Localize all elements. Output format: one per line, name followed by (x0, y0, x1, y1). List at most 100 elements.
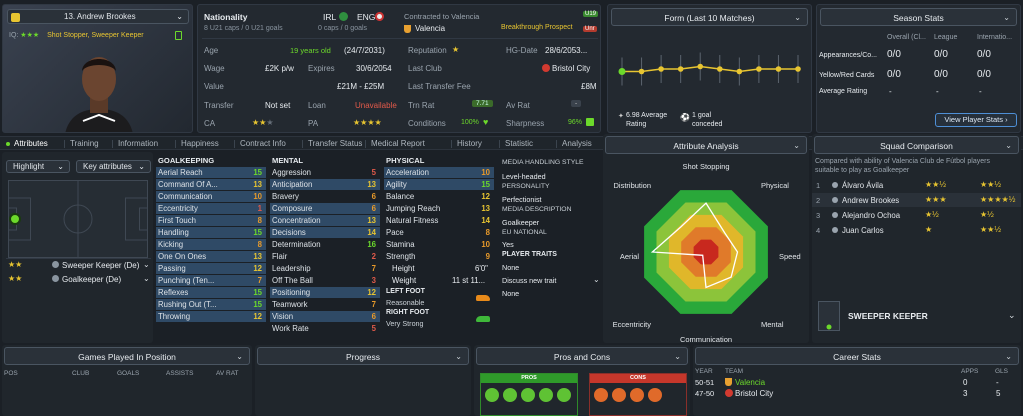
role2-name[interactable]: Goalkeeper (De) (62, 275, 122, 284)
form-point[interactable] (638, 68, 645, 75)
view-player-stats-button[interactable]: View Player Stats › (935, 113, 1017, 127)
eu-value: Yes (502, 240, 514, 249)
attribute-row[interactable]: Teamwork 7 (270, 299, 380, 310)
attribute-row[interactable]: Work Rate 5 (270, 323, 380, 334)
transfer-value: Not set (265, 101, 291, 110)
tab-contract-info[interactable]: Contract Info (240, 139, 286, 148)
tab-analysis[interactable]: Analysis (562, 139, 592, 148)
chevron-down-icon[interactable]: ⌄ (1008, 310, 1016, 320)
attribute-row[interactable]: Stamina 10 (384, 239, 494, 250)
attribute-row[interactable]: Strength 9 (384, 251, 494, 262)
season-cell: 0/0 (887, 49, 901, 60)
form-header[interactable]: Form (Last 10 Matches) ⌄ (611, 8, 808, 26)
attribute-row[interactable]: Eccentricity 1 (156, 203, 266, 214)
tab-statistic[interactable]: Statistic (505, 139, 534, 148)
attribute-row[interactable]: Composure 6 (270, 203, 380, 214)
tab-medical-report[interactable]: Medical Report (371, 139, 425, 148)
attribute-row[interactable]: Natural Fitness 14 (384, 215, 494, 226)
attribute-row[interactable]: Anticipation 13 (270, 179, 380, 190)
form-point[interactable] (756, 66, 762, 72)
attribute-row[interactable]: Leadership 7 (270, 263, 380, 274)
attribute-row[interactable]: Aggression 5 (270, 167, 380, 178)
attribute-row[interactable]: Communication 10 (156, 191, 266, 202)
form-point[interactable] (618, 68, 626, 75)
role1-name[interactable]: Sweeper Keeper (De) (62, 261, 140, 270)
tab-information[interactable]: Information (118, 139, 159, 148)
discuss-trait-link[interactable]: Discuss new trait (502, 276, 557, 285)
form-point[interactable] (736, 68, 743, 75)
attribute-row[interactable]: Jumping Reach 13 (384, 203, 494, 214)
career-team[interactable]: Bristol City (735, 389, 774, 398)
form-point[interactable] (697, 63, 704, 70)
club-name[interactable]: Valencia (415, 24, 446, 33)
chevron-down-icon[interactable]: ⌄ (143, 274, 150, 283)
attribute-value: 1 (257, 204, 262, 213)
pro-trend-icon (557, 388, 571, 402)
chevron-down-icon[interactable]: ⌄ (143, 260, 150, 269)
season-cell: 0/0 (934, 69, 948, 80)
attribute-row[interactable]: Positioning 12 (270, 287, 380, 298)
pros-label: PROS (481, 374, 577, 383)
season-cell: 0/0 (977, 49, 991, 60)
key-attributes-dropdown[interactable]: Key attributes ⌄ (76, 160, 151, 173)
season-cell: - (979, 87, 982, 96)
tab-attributes[interactable]: Attributes (14, 139, 48, 148)
attribute-row[interactable]: Balance 12 (384, 191, 494, 202)
attribute-row[interactable]: Command Of A... 13 (156, 179, 266, 190)
info-icon[interactable] (52, 275, 59, 282)
form-point[interactable] (775, 66, 782, 72)
squad-row[interactable]: 1 Álvaro Ávila ★★½ ★★½ (812, 178, 1021, 192)
form-point[interactable] (658, 66, 664, 72)
attribute-row[interactable]: Concentration 13 (270, 215, 380, 226)
tab-transfer-status[interactable]: Transfer Status (308, 139, 363, 148)
attribute-row[interactable]: Rushing Out (T... 15 (156, 299, 266, 310)
player-select[interactable]: 13. Andrew Brookes ⌄ (7, 9, 189, 24)
attribute-row[interactable]: Punching (Ten... 7 (156, 275, 266, 286)
squad-row[interactable]: 2 Andrew Brookes ★★★ ★★★★½ (812, 193, 1021, 207)
attribute-row[interactable]: One On Ones 13 (156, 251, 266, 262)
attribute-row[interactable]: Acceleration 10 (384, 167, 494, 178)
document-icon[interactable] (175, 31, 182, 40)
tab-training[interactable]: Training (70, 139, 99, 148)
attribute-row[interactable]: Aerial Reach 15 (156, 167, 266, 178)
games-header[interactable]: Games Played In Position ⌄ (4, 347, 250, 365)
form-point[interactable] (677, 66, 684, 72)
attribute-row[interactable]: Agility 15 (384, 179, 494, 190)
attribute-row[interactable]: Handling 15 (156, 227, 266, 238)
attribute-row[interactable]: Flair 2 (270, 251, 380, 262)
career-header[interactable]: Career Stats ⌄ (695, 347, 1019, 365)
attribute-row[interactable]: Off The Ball 3 (270, 275, 380, 286)
progress-header[interactable]: Progress ⌄ (257, 347, 469, 365)
attribute-row[interactable]: Determination 16 (270, 239, 380, 250)
squad-row[interactable]: 4 Juan Carlos ★ ★★½ (812, 223, 1021, 237)
radar-player-shape (650, 202, 739, 289)
chevron-down-icon: ⌄ (1005, 141, 1012, 150)
attribute-row[interactable]: Bravery 6 (270, 191, 380, 202)
lastclub-value[interactable]: Bristol City (552, 64, 591, 73)
attribute-name: Decisions (272, 228, 306, 237)
form-point[interactable] (716, 66, 723, 72)
radar-label: Shot Stopping (682, 162, 729, 171)
form-point[interactable] (795, 66, 801, 72)
tab-happiness[interactable]: Happiness (181, 139, 219, 148)
tab-history[interactable]: History (457, 139, 482, 148)
pros-cons-header[interactable]: Pros and Cons ⌄ (476, 347, 688, 365)
career-team[interactable]: Valencia (735, 378, 766, 387)
attribute-row[interactable]: Reflexes 15 (156, 287, 266, 298)
season-header[interactable]: Season Stats ⌄ (820, 8, 1017, 26)
info-icon[interactable] (52, 261, 59, 268)
attribute-row[interactable]: Vision 6 (270, 311, 380, 322)
analysis-header[interactable]: Attribute Analysis ⌄ (605, 136, 807, 154)
attribute-row[interactable]: Pace 8 (384, 227, 494, 238)
attribute-row[interactable]: Kicking 8 (156, 239, 266, 250)
attribute-row[interactable]: Decisions 14 (270, 227, 380, 238)
attribute-name: Leadership (272, 264, 311, 273)
attribute-row[interactable]: Throwing 12 (156, 311, 266, 322)
highlight-dropdown[interactable]: Highlight ⌄ (6, 160, 70, 173)
attribute-row[interactable]: Passing 12 (156, 263, 266, 274)
chevron-down-icon[interactable]: ⌄ (593, 275, 600, 284)
squad-header[interactable]: Squad Comparison ⌄ (814, 136, 1019, 154)
attribute-name: Jumping Reach (386, 204, 441, 213)
squad-row[interactable]: 3 Alejandro Ochoa ★½ ★½ (812, 208, 1021, 222)
attribute-row[interactable]: First Touch 8 (156, 215, 266, 226)
